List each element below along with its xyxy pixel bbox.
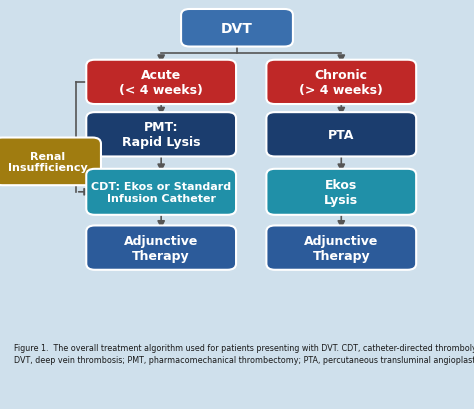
FancyBboxPatch shape <box>86 113 236 157</box>
Text: Renal
Insufficiency: Renal Insufficiency <box>8 151 87 173</box>
Text: Adjunctive
Therapy: Adjunctive Therapy <box>124 234 198 262</box>
FancyBboxPatch shape <box>0 138 101 186</box>
FancyBboxPatch shape <box>266 169 416 215</box>
FancyBboxPatch shape <box>86 61 236 105</box>
FancyBboxPatch shape <box>86 169 236 215</box>
Text: PTA: PTA <box>328 128 355 142</box>
Text: CDT: Ekos or Standard
Infusion Catheter: CDT: Ekos or Standard Infusion Catheter <box>91 182 231 203</box>
FancyBboxPatch shape <box>266 113 416 157</box>
Text: Adjunctive
Therapy: Adjunctive Therapy <box>304 234 378 262</box>
Text: Chronic
(> 4 weeks): Chronic (> 4 weeks) <box>300 69 383 97</box>
FancyBboxPatch shape <box>86 226 236 270</box>
FancyBboxPatch shape <box>181 10 293 47</box>
FancyBboxPatch shape <box>266 61 416 105</box>
Text: Acute
(< 4 weeks): Acute (< 4 weeks) <box>119 69 203 97</box>
FancyBboxPatch shape <box>266 226 416 270</box>
Text: Ekos
Lysis: Ekos Lysis <box>324 178 358 206</box>
Text: Figure 1.  The overall treatment algorithm used for patients presenting with DVT: Figure 1. The overall treatment algorith… <box>14 343 474 364</box>
Text: PMT:
Rapid Lysis: PMT: Rapid Lysis <box>122 121 201 149</box>
Text: DVT: DVT <box>221 22 253 36</box>
